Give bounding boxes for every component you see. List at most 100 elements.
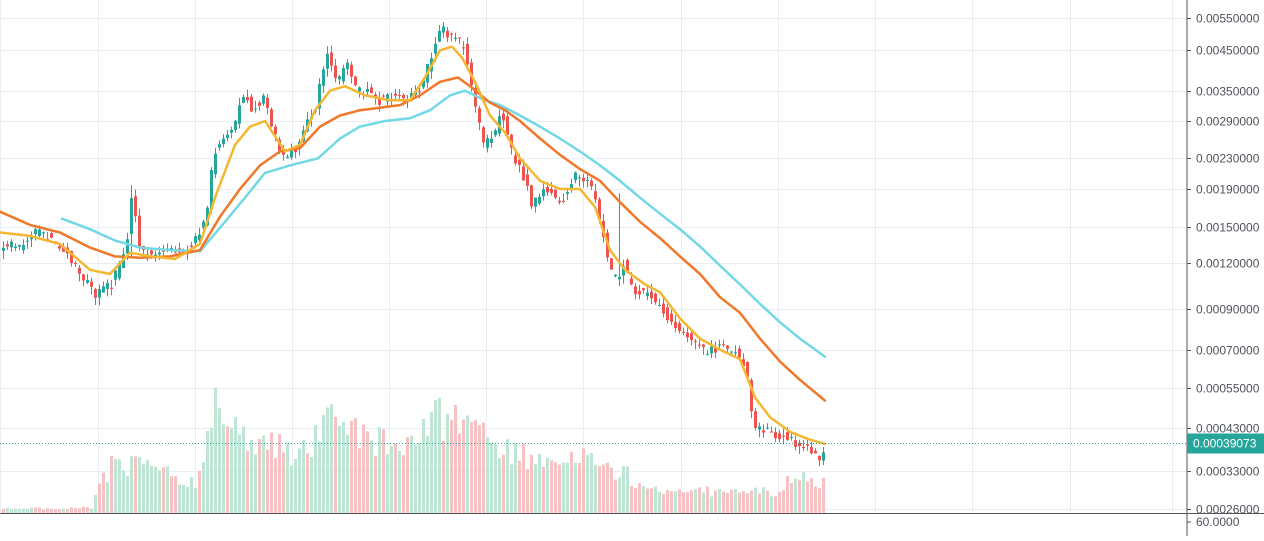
candle-body[interactable] [98,289,101,298]
candle-body[interactable] [462,47,465,49]
candle-body[interactable] [570,184,573,190]
candle-body[interactable] [786,432,789,440]
candle-body[interactable] [422,79,425,88]
candle-body[interactable] [654,293,657,303]
candle-body[interactable] [634,286,637,295]
candle-body[interactable] [386,94,389,102]
candle-body[interactable] [486,138,489,148]
candle-body[interactable] [346,62,349,70]
candle-body[interactable] [502,113,505,121]
candle-body[interactable] [478,108,481,123]
candle-body[interactable] [330,52,333,66]
candle-body[interactable] [322,69,325,86]
candle-body[interactable] [250,96,253,112]
candle-body[interactable] [526,174,529,186]
candle-body[interactable] [818,455,821,461]
candle-body[interactable] [70,250,73,264]
candle-body[interactable] [50,233,53,238]
candle-body[interactable] [198,234,201,241]
candle-body[interactable] [638,290,641,295]
candle-body[interactable] [670,313,673,322]
candle-body[interactable] [506,116,509,135]
candle-body[interactable] [790,436,793,438]
candle-body[interactable] [742,359,745,367]
candle-body[interactable] [814,451,817,454]
candle-body[interactable] [582,177,585,182]
candle-body[interactable] [434,43,437,54]
candle-body[interactable] [126,239,129,254]
candle-body[interactable] [454,37,457,40]
candle-body[interactable] [354,76,357,86]
candle-body[interactable] [366,88,369,92]
candle-body[interactable] [290,150,293,158]
candle-body[interactable] [118,262,121,279]
candle-body[interactable] [378,99,381,105]
candle-body[interactable] [702,344,705,348]
candle-body[interactable] [510,134,513,148]
candle-body[interactable] [438,31,441,42]
candle-body[interactable] [218,144,221,148]
candle-body[interactable] [442,26,445,33]
candle-body[interactable] [102,286,105,293]
candle-body[interactable] [270,109,273,127]
candle-body[interactable] [806,444,809,446]
candle-body[interactable] [706,354,709,356]
candle-body[interactable] [686,332,689,338]
candle-body[interactable] [538,196,541,204]
candle-body[interactable] [202,221,205,228]
candle-body[interactable] [534,197,537,207]
candle-body[interactable] [318,83,321,109]
candle-body[interactable] [674,321,677,328]
candle-body[interactable] [754,411,757,428]
candle-body[interactable] [106,283,109,289]
candle-body[interactable] [778,433,781,440]
candle-body[interactable] [358,87,361,92]
candle-body[interactable] [550,188,553,193]
candle-body[interactable] [514,155,517,164]
candle-body[interactable] [370,87,373,94]
candle-body[interactable] [622,266,625,276]
candle-body[interactable] [710,346,713,354]
candle-body[interactable] [342,68,345,82]
candle-body[interactable] [162,250,165,252]
candle-body[interactable] [206,207,209,226]
candle-body[interactable] [546,186,549,193]
candle-body[interactable] [350,64,353,77]
candle-body[interactable] [466,43,469,65]
candle-body[interactable] [234,120,237,130]
candle-body[interactable] [134,196,137,217]
candle-body[interactable] [610,258,613,270]
candle-body[interactable] [62,246,65,252]
candle-body[interactable] [646,292,649,297]
candle-body[interactable] [266,97,269,108]
candle-body[interactable] [698,344,701,346]
candle-body[interactable] [30,237,33,240]
candle-body[interactable] [578,177,581,179]
candle-body[interactable] [90,281,93,287]
candle-body[interactable] [34,229,37,235]
candle-body[interactable] [398,95,401,97]
candle-body[interactable] [242,96,245,103]
candle-body[interactable] [338,76,341,80]
candle-body[interactable] [38,229,41,237]
candle-body[interactable] [762,430,765,433]
candle-body[interactable] [78,267,81,274]
candle-body[interactable] [530,185,533,207]
candle-body[interactable] [10,241,13,248]
candle-body[interactable] [114,270,117,280]
candle-body[interactable] [402,95,405,99]
candle-body[interactable] [750,380,753,412]
candle-body[interactable] [262,95,265,104]
candle-body[interactable] [26,240,29,242]
candle-body[interactable] [770,431,773,433]
candle-body[interactable] [334,65,337,79]
candle-body[interactable] [238,105,241,124]
candle-body[interactable] [714,347,717,353]
candle-body[interactable] [22,245,25,251]
candle-body[interactable] [590,180,593,187]
candle-body[interactable] [86,280,89,283]
candle-body[interactable] [446,30,449,38]
candle-body[interactable] [294,149,297,153]
